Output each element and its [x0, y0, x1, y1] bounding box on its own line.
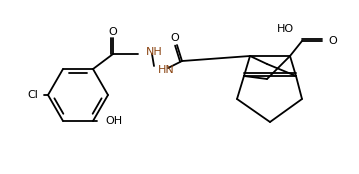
Text: HO: HO: [277, 24, 294, 34]
Text: HN: HN: [158, 65, 175, 75]
Text: Cl: Cl: [27, 90, 38, 100]
Text: O: O: [171, 33, 180, 43]
Text: OH: OH: [105, 116, 122, 126]
Text: O: O: [109, 27, 117, 37]
Text: NH: NH: [146, 47, 163, 57]
Text: O: O: [328, 36, 337, 46]
